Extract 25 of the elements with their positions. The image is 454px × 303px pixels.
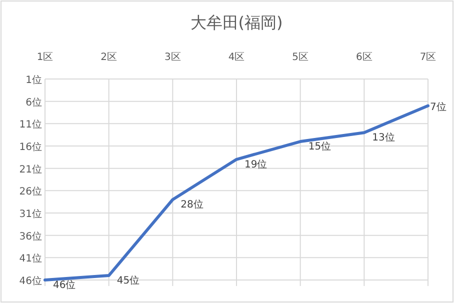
- y-tick-label: 46位: [19, 275, 42, 287]
- x-tick-label: 6区: [356, 52, 372, 63]
- x-tick-label: 2区: [100, 52, 118, 63]
- data-label: 28位: [180, 198, 204, 211]
- y-tick-label: 26位: [19, 186, 42, 198]
- y-tick-label: 21位: [19, 163, 42, 176]
- y-tick-label: 1位: [26, 74, 42, 86]
- data-label: 45位: [116, 274, 140, 287]
- y-tick-label: 31位: [19, 208, 42, 220]
- x-tick-label: 5区: [292, 52, 309, 63]
- data-label: 46位: [53, 279, 76, 291]
- x-tick-label: 1区: [36, 52, 54, 63]
- y-tick-label: 11位: [19, 118, 42, 131]
- y-tick-label: 36位: [19, 230, 42, 242]
- x-tick-label: 4区: [228, 52, 245, 63]
- data-label: 7位: [430, 100, 446, 113]
- y-tick-label: 16位: [19, 141, 42, 153]
- x-tick-label: 3区: [164, 52, 181, 63]
- data-label: 13位: [372, 132, 395, 144]
- data-label: 19位: [244, 158, 268, 170]
- data-label: 15位: [308, 140, 332, 153]
- y-tick-label: 41位: [19, 252, 42, 265]
- y-tick-label: 6位: [26, 96, 42, 108]
- chart-title: 大牟田(福岡): [190, 13, 283, 32]
- x-tick-label: 7区: [420, 52, 436, 63]
